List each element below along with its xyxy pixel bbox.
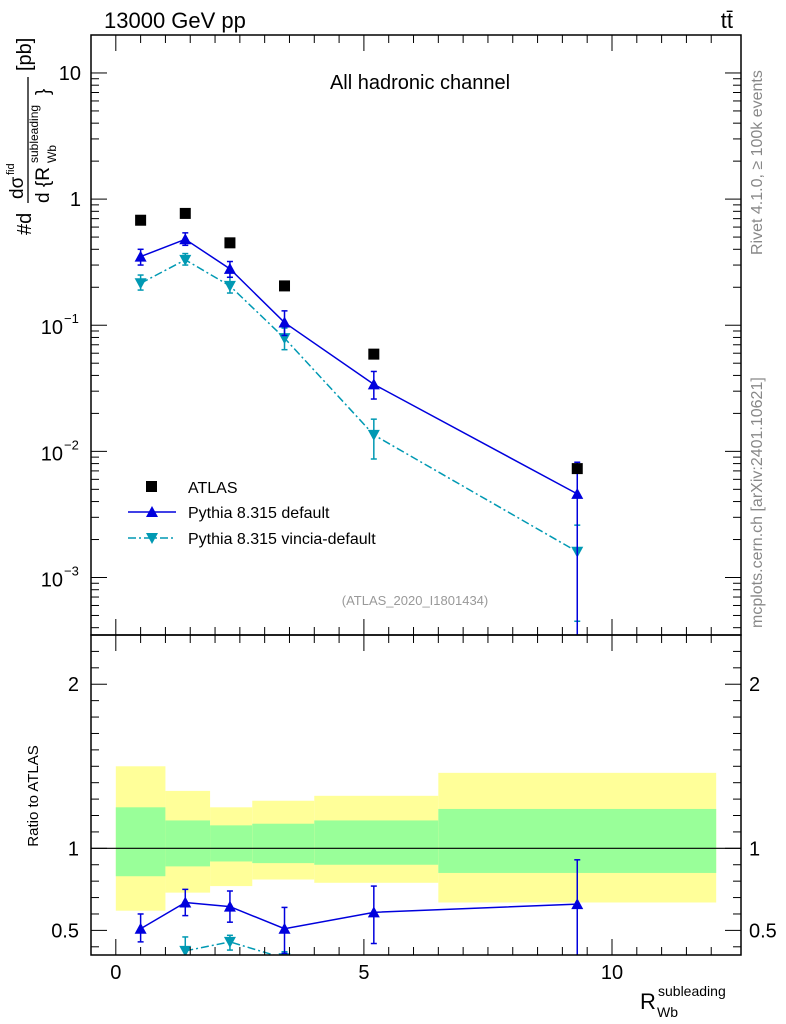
legend-vincia-marker bbox=[146, 533, 158, 544]
ratio-series-line bbox=[185, 941, 277, 955]
data-point bbox=[223, 262, 236, 274]
analysis-id: (ATLAS_2020_I1801434) bbox=[342, 593, 488, 608]
y-tick-label: 1 bbox=[70, 189, 81, 211]
ratio-data-point bbox=[179, 945, 192, 955]
ylabel-unit: [pb] bbox=[14, 38, 36, 71]
ylabel-prefix: #d bbox=[14, 213, 36, 235]
x-tick-label: 5 bbox=[358, 962, 369, 984]
data-point bbox=[179, 233, 192, 245]
mcplots-label: mcplots.cern.ch [arXiv:2401.10621] bbox=[749, 377, 766, 628]
series-line bbox=[140, 258, 578, 553]
ratio-y-tick-label-left: 2 bbox=[68, 674, 79, 696]
y-tick-label-exponent: −1 bbox=[64, 311, 79, 326]
data-point bbox=[367, 378, 380, 390]
xlabel-superscript: subleading bbox=[658, 983, 726, 999]
xlabel-subscript: Wb bbox=[657, 1004, 678, 1020]
ratio-y-tick-labels: 2 2 1 1 0.5 0.5 bbox=[51, 674, 777, 942]
legend: ATLAS Pythia 8.315 default Pythia 8.315 … bbox=[128, 480, 376, 548]
atlas-data-point bbox=[368, 348, 380, 360]
legend-atlas-marker bbox=[146, 481, 157, 492]
y-tick-label-base: 10 bbox=[41, 443, 63, 465]
ratio-data-point bbox=[223, 900, 236, 912]
legend-default-label: Pythia 8.315 default bbox=[188, 505, 330, 522]
ylabel-denominator-suffix: } bbox=[33, 89, 54, 95]
ylabel-numerator-superscript: fid bbox=[5, 163, 17, 175]
atlas-data-point bbox=[135, 214, 147, 226]
main-axis-ticks bbox=[91, 34, 741, 635]
data-point bbox=[134, 278, 147, 290]
plot-title: All hadronic channel bbox=[330, 72, 510, 94]
green-band bbox=[165, 820, 211, 867]
ratio-series-line bbox=[140, 901, 578, 930]
ratio-y-tick-label-right: 1 bbox=[749, 838, 760, 860]
ratio-data-point bbox=[367, 906, 380, 918]
rivet-label: Rivet 4.1.0, ≥ 100k events bbox=[749, 70, 766, 255]
data-point bbox=[223, 280, 236, 292]
y-tick-label-exponent: −2 bbox=[64, 437, 79, 452]
atlas-data-point bbox=[179, 207, 191, 219]
ylabel-numerator: dσ bbox=[7, 176, 28, 199]
main-y-axis-label: #d dσ fid d {R Wb subleading } [pb] bbox=[5, 38, 59, 235]
legend-atlas-label: ATLAS bbox=[188, 480, 238, 497]
main-series-layer bbox=[134, 207, 584, 635]
data-point bbox=[134, 250, 147, 262]
ylabel-denominator-superscript: subleading bbox=[27, 105, 41, 163]
legend-default-marker bbox=[146, 506, 158, 517]
atlas-data-point bbox=[571, 463, 583, 475]
ratio-data-point bbox=[571, 898, 584, 910]
ratio-y-tick-label-right: 2 bbox=[749, 674, 760, 696]
x-axis-label: R Wb subleading bbox=[640, 983, 726, 1020]
data-point bbox=[571, 487, 584, 499]
ratio-series-layer bbox=[134, 859, 584, 955]
process-label: tt̄ bbox=[721, 8, 733, 33]
green-band bbox=[210, 825, 253, 862]
legend-vincia-label: Pythia 8.315 vincia-default bbox=[188, 531, 376, 548]
ratio-panel: 2 2 1 1 0.5 0.5 0 5 10 Ratio to ATLAS R Wb subl… bbox=[25, 634, 777, 1020]
y-tick-label-exponent: −3 bbox=[64, 563, 79, 578]
data-point bbox=[367, 429, 380, 441]
ratio-y-tick-label-left: 0.5 bbox=[51, 920, 79, 942]
data-point bbox=[179, 254, 192, 266]
x-tick-label: 0 bbox=[110, 962, 121, 984]
green-band bbox=[115, 807, 166, 877]
ratio-y-tick-label-right: 0.5 bbox=[749, 920, 777, 942]
ratio-y-axis-label: Ratio to ATLAS bbox=[25, 745, 42, 846]
ratio-y-tick-label-left: 1 bbox=[68, 838, 79, 860]
ratio-data-point bbox=[278, 922, 291, 934]
y-tick-label-base: 10 bbox=[41, 317, 63, 339]
ratio-data-point bbox=[223, 936, 236, 948]
ratio-uncertainty-bands bbox=[115, 766, 717, 911]
ylabel-denominator: d {R bbox=[33, 167, 54, 203]
y-tick-label: 10 bbox=[59, 63, 81, 85]
y-tick-label-base: 10 bbox=[41, 569, 63, 591]
ratio-frame bbox=[90, 634, 742, 956]
ylabel-denominator-subscript: Wb bbox=[45, 145, 59, 163]
green-band bbox=[252, 823, 315, 864]
atlas-data-point bbox=[279, 280, 291, 292]
xlabel-main: R bbox=[640, 989, 656, 1014]
ratio-data-point bbox=[134, 922, 147, 934]
x-tick-label: 10 bbox=[601, 962, 623, 984]
atlas-data-point bbox=[224, 237, 236, 249]
green-band bbox=[314, 820, 439, 865]
ratio-axis-ticks bbox=[91, 634, 741, 955]
ratio-data-point bbox=[179, 896, 192, 908]
data-point bbox=[278, 316, 291, 328]
series-line bbox=[140, 238, 578, 495]
energy-label: 13000 GeV pp bbox=[104, 8, 246, 33]
ratio-x-tick-labels: 0 5 10 bbox=[110, 962, 623, 984]
